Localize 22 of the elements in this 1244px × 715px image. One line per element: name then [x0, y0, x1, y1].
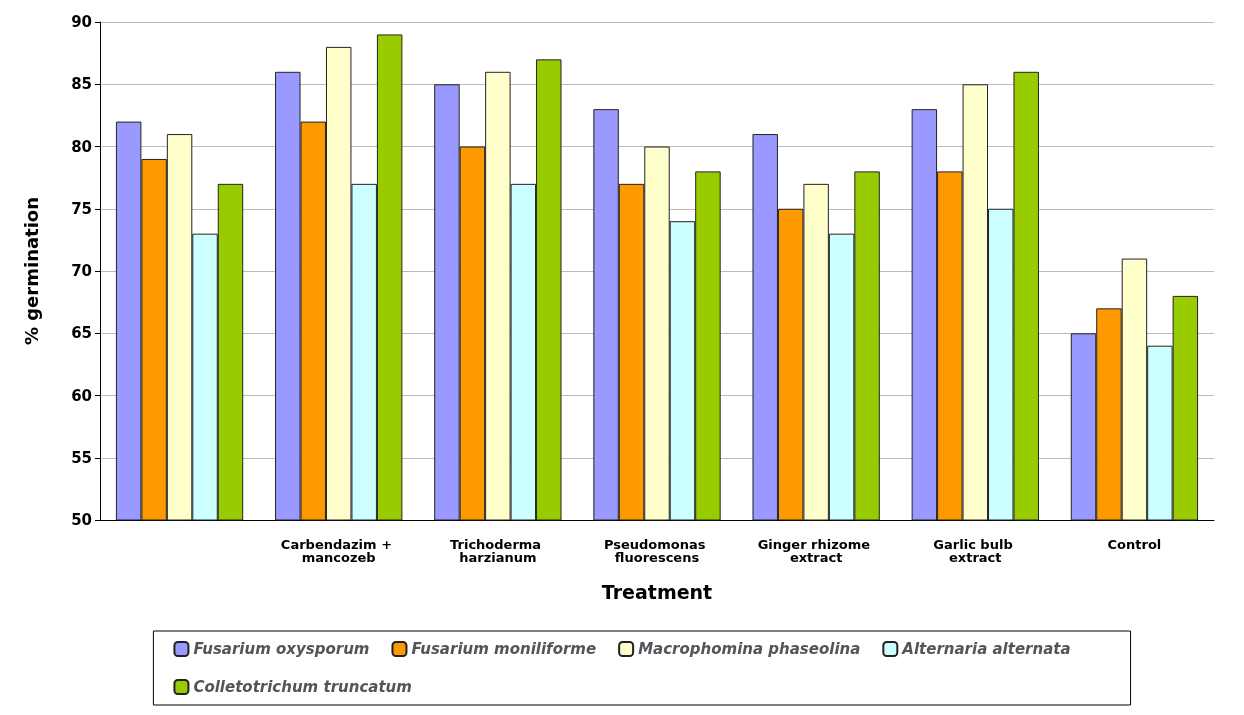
x-tick-label: Ginger rhizome extract — [757, 537, 875, 565]
x-axis-title: Treatment — [601, 580, 713, 603]
y-tick-label: 65 — [71, 324, 92, 343]
y-axis-title: % germination — [20, 196, 42, 346]
x-tick-label: Control — [1107, 537, 1162, 552]
legend-label: Fusarium oxysporum — [193, 640, 370, 658]
y-tick-label: 60 — [71, 386, 92, 405]
x-tick-label: Pseudomonas fluorescens — [603, 537, 711, 565]
y-tick-label: 50 — [71, 511, 92, 529]
y-tick-label: 85 — [71, 75, 92, 94]
legend-label: Alternaria alternata — [901, 640, 1071, 658]
x-tick-label: Garlic bulb extract — [933, 537, 1018, 565]
y-tick-label: 70 — [71, 262, 92, 280]
legend-label: Fusarium moniliforme — [411, 640, 597, 658]
legend-label: Colletotrichum truncatum — [193, 678, 412, 696]
y-tick-label: 75 — [71, 199, 92, 218]
y-tick-label: 55 — [71, 448, 92, 467]
y-tick-label: 90 — [71, 13, 92, 31]
x-tick-label: Carbendazim + mancozeb — [280, 537, 397, 565]
x-tick-label: Trichoderma harzianum — [450, 537, 546, 565]
legend-label: Macrophomina phaseolina — [638, 640, 861, 658]
y-tick-label: 80 — [71, 137, 92, 156]
